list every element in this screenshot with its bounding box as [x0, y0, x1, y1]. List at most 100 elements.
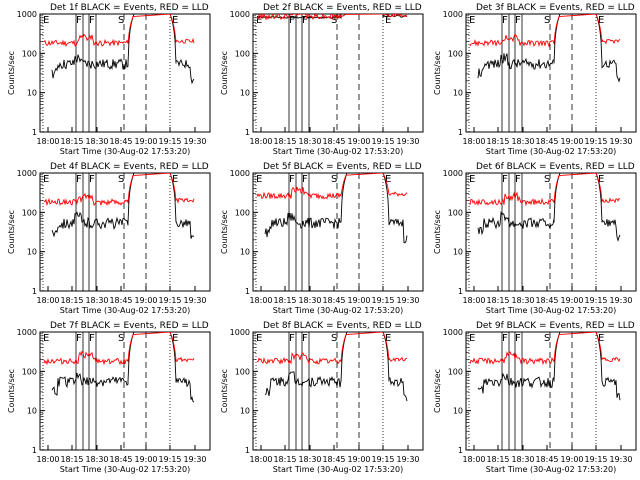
detector-panel-2: Det 2f BLACK = Events, RED = LLD 1 10 100 10… [220, 3, 424, 156]
y-axis-label: Counts/sec [7, 210, 16, 254]
y-tick-label: 1 [32, 446, 37, 455]
x-tick-label: 18:00 [36, 137, 59, 146]
marker-label-f: F [89, 174, 95, 185]
y-axis-label: Counts/sec [7, 369, 16, 413]
y-tick-label: 1000 [230, 328, 250, 337]
x-tick-label: 19:15 [158, 137, 181, 146]
events-series-line [477, 14, 621, 83]
y-tick-label: 100 [22, 49, 37, 58]
x-tick-label: 18:15 [486, 455, 509, 464]
x-tick-label: 18:00 [249, 455, 272, 464]
marker-label-s: S [118, 174, 124, 185]
x-axis-label: Start Time (30-Aug-02 17:53:20) [273, 306, 404, 315]
x-tick-label: 19:00 [560, 137, 583, 146]
x-tick-label: 18:30 [298, 137, 321, 146]
lld-series-line [256, 173, 408, 200]
x-tick-label: 19:00 [134, 455, 157, 464]
marker-label-f: F [289, 15, 295, 26]
lld-series-line [256, 332, 407, 366]
marker-label-e: E [172, 333, 178, 344]
marker-label-e: E [43, 15, 49, 26]
panel-title: Det 4f BLACK = Events, RED = LLD [50, 162, 209, 172]
y-axis-label: Counts/sec [433, 51, 442, 95]
y-tick-label: 1000 [443, 10, 463, 19]
y-tick-label: 1 [458, 446, 463, 455]
y-tick-label: 10 [453, 89, 463, 98]
panel-title: Det 2f BLACK = Events, RED = LLD [263, 3, 422, 13]
marker-label-s: S [544, 174, 550, 185]
x-tick-label: 19:00 [560, 296, 583, 305]
marker-label-f: F [302, 174, 308, 185]
marker-label-f: F [89, 333, 95, 344]
panel-title: Det 7f BLACK = Events, RED = LLD [50, 321, 209, 331]
x-tick-label: 19:00 [347, 455, 370, 464]
marker-label-s: S [118, 333, 124, 344]
panel-title: Det 3f BLACK = Events, RED = LLD [476, 3, 635, 13]
x-tick-label: 19:30 [609, 137, 632, 146]
y-tick-label: 10 [240, 248, 250, 257]
marker-label-e: E [598, 15, 604, 26]
detector-panel-1: Det 1f BLACK = Events, RED = LLD 1 10 100 10… [7, 3, 211, 156]
x-tick-label: 18:15 [273, 296, 296, 305]
y-axis-label: Counts/sec [7, 51, 16, 95]
x-tick-label: 18:30 [85, 455, 108, 464]
y-tick-label: 10 [27, 248, 37, 257]
y-tick-label: 100 [448, 208, 463, 217]
x-tick-label: 18:45 [322, 137, 345, 146]
x-tick-label: 18:15 [273, 455, 296, 464]
marker-label-f: F [76, 15, 82, 26]
y-tick-label: 1000 [230, 10, 250, 19]
detector-panel-4: Det 4f BLACK = Events, RED = LLD 1 10 100 10… [7, 162, 211, 315]
x-axis-label: Start Time (30-Aug-02 17:53:20) [486, 306, 617, 315]
x-tick-label: 19:00 [134, 296, 157, 305]
x-tick-label: 18:30 [85, 296, 108, 305]
x-tick-label: 18:30 [298, 296, 321, 305]
y-tick-label: 10 [453, 248, 463, 257]
lld-series-line [43, 14, 195, 48]
lld-series-line [469, 173, 621, 207]
y-tick-label: 1 [32, 128, 37, 137]
marker-label-f: F [302, 333, 308, 344]
marker-label-e: E [469, 174, 475, 185]
x-tick-label: 18:45 [535, 137, 558, 146]
events-series-line [51, 173, 195, 239]
x-tick-label: 18:30 [511, 455, 534, 464]
panel-title: Det 6f BLACK = Events, RED = LLD [476, 162, 635, 172]
marker-label-f: F [289, 333, 295, 344]
marker-label-f: F [302, 15, 308, 26]
marker-label-e: E [256, 174, 262, 185]
y-tick-label: 100 [235, 208, 250, 217]
x-tick-label: 19:00 [134, 137, 157, 146]
x-tick-label: 19:30 [183, 296, 206, 305]
y-tick-label: 100 [448, 49, 463, 58]
marker-label-e: E [172, 174, 178, 185]
marker-label-e: E [385, 15, 391, 26]
x-tick-label: 18:00 [249, 137, 272, 146]
x-axis-label: Start Time (30-Aug-02 17:53:20) [273, 147, 404, 156]
x-axis-label: Start Time (30-Aug-02 17:53:20) [273, 465, 404, 474]
detector-panel-7: Det 7f BLACK = Events, RED = LLD 1 10 100 10… [7, 321, 211, 474]
marker-label-e: E [469, 15, 475, 26]
x-tick-label: 18:30 [85, 137, 108, 146]
x-tick-label: 19:00 [560, 455, 583, 464]
events-series-line [477, 332, 621, 401]
marker-label-e: E [256, 15, 262, 26]
x-tick-label: 18:00 [36, 296, 59, 305]
x-tick-label: 18:45 [322, 455, 345, 464]
x-tick-label: 18:00 [462, 455, 485, 464]
x-tick-label: 18:45 [535, 455, 558, 464]
plot-frame [252, 172, 424, 292]
x-tick-label: 18:15 [273, 137, 296, 146]
plot-frame [465, 172, 637, 292]
x-tick-label: 18:00 [462, 137, 485, 146]
lld-series-line [469, 332, 621, 366]
detector-panel-5: Det 5f BLACK = Events, RED = LLD 1 10 100 10… [220, 162, 424, 315]
y-tick-label: 1000 [443, 169, 463, 178]
marker-label-e: E [385, 333, 391, 344]
x-tick-label: 19:30 [396, 455, 419, 464]
x-tick-label: 19:15 [371, 455, 394, 464]
y-tick-label: 1000 [230, 169, 250, 178]
y-tick-label: 1 [245, 446, 250, 455]
y-tick-label: 1 [458, 128, 463, 137]
y-tick-label: 1 [245, 128, 250, 137]
